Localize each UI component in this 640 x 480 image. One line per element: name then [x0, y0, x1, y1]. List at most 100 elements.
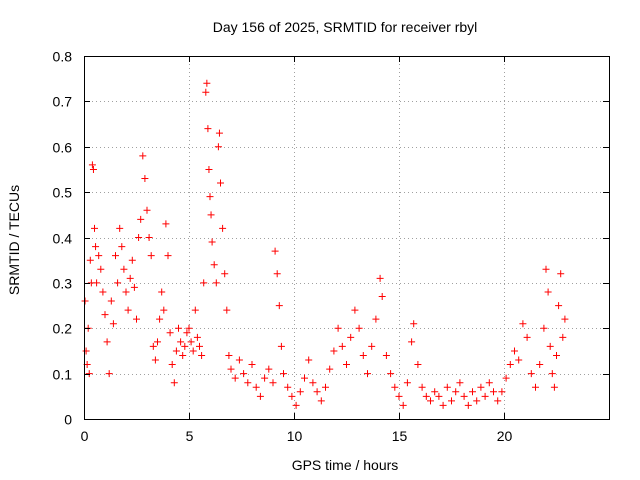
data-point [223, 306, 231, 314]
x-tick-label: 0 [81, 428, 89, 444]
data-point [177, 338, 185, 346]
data-point [523, 333, 531, 341]
data-point [277, 342, 285, 350]
data-point [284, 383, 292, 391]
data-point [414, 361, 422, 369]
data-point [193, 333, 201, 341]
data-point [170, 379, 178, 387]
y-tick-label: 0.1 [53, 367, 73, 383]
data-point [435, 392, 443, 400]
data-point [338, 342, 346, 350]
data-point [179, 351, 187, 359]
data-point [214, 143, 222, 151]
data-point [154, 338, 161, 346]
data-point [378, 292, 386, 300]
data-point [109, 320, 117, 328]
data-point [305, 356, 313, 364]
data-point [473, 397, 481, 405]
x-tick-label: 10 [287, 428, 303, 444]
data-point [210, 261, 218, 269]
data-point [231, 374, 239, 382]
data-point [158, 288, 166, 296]
data-point [91, 224, 98, 232]
data-point [364, 370, 371, 378]
y-tick-label: 0.5 [53, 185, 73, 201]
data-point [244, 379, 252, 387]
data-point [139, 152, 147, 160]
data-point [164, 252, 172, 260]
data-point [261, 374, 269, 382]
data-point [89, 165, 97, 173]
data-point [183, 329, 191, 337]
y-tick-label: 0.4 [53, 231, 73, 247]
data-point [502, 374, 510, 382]
x-tick-label: 15 [392, 428, 408, 444]
data-point [485, 379, 493, 387]
data-point [418, 383, 426, 391]
data-point [93, 279, 101, 287]
data-point [215, 129, 223, 137]
data-point [280, 370, 287, 378]
data-point [143, 206, 151, 214]
data-point [456, 379, 464, 387]
data-point [92, 243, 100, 251]
data-point [399, 401, 407, 409]
data-point [395, 392, 403, 400]
data-point [309, 379, 317, 387]
data-point [391, 383, 399, 391]
data-point [151, 356, 159, 364]
data-point [351, 306, 359, 314]
data-point [540, 324, 548, 332]
data-point [118, 243, 126, 251]
data-point [553, 351, 560, 359]
y-tick-label: 0.2 [53, 321, 73, 337]
data-point [359, 351, 367, 359]
data-point [330, 347, 338, 355]
data-point [212, 279, 220, 287]
data-point [130, 283, 138, 291]
data-point [469, 388, 476, 396]
data-point [347, 333, 355, 341]
data-point [225, 351, 233, 359]
data-point [200, 279, 208, 287]
data-point [439, 401, 447, 409]
data-point [205, 165, 213, 173]
data-point [550, 383, 558, 391]
data-point [376, 274, 384, 282]
data-point [542, 265, 550, 273]
data-point [149, 342, 157, 350]
data-point [548, 370, 556, 378]
axis-ticks [84, 56, 609, 420]
x-tick-label: 20 [497, 428, 513, 444]
data-point [81, 297, 89, 305]
data-point [217, 179, 224, 187]
data-point [206, 193, 214, 201]
grid-lines [84, 56, 609, 419]
data-point [207, 211, 215, 219]
data-point [156, 315, 164, 323]
data-point [175, 324, 182, 332]
data-point [126, 274, 134, 282]
data-point [301, 374, 308, 382]
data-point [219, 224, 227, 232]
data-point [137, 215, 145, 223]
data-point [240, 370, 248, 378]
data-point [97, 265, 105, 273]
data-point [252, 383, 260, 391]
data-point [372, 315, 380, 323]
data-point [481, 392, 489, 400]
data-point [166, 329, 174, 337]
data-point [133, 315, 140, 323]
data-point [145, 234, 153, 241]
data-point [128, 256, 136, 264]
data-point [387, 370, 395, 378]
data-point [452, 388, 460, 396]
data-point [196, 342, 203, 350]
data-point [101, 311, 109, 319]
data-point [120, 265, 128, 273]
y-tick-label: 0.3 [53, 276, 73, 292]
data-point [88, 161, 96, 169]
data-point [147, 252, 155, 260]
data-point [515, 356, 523, 364]
x-tick-label: 5 [186, 428, 194, 444]
